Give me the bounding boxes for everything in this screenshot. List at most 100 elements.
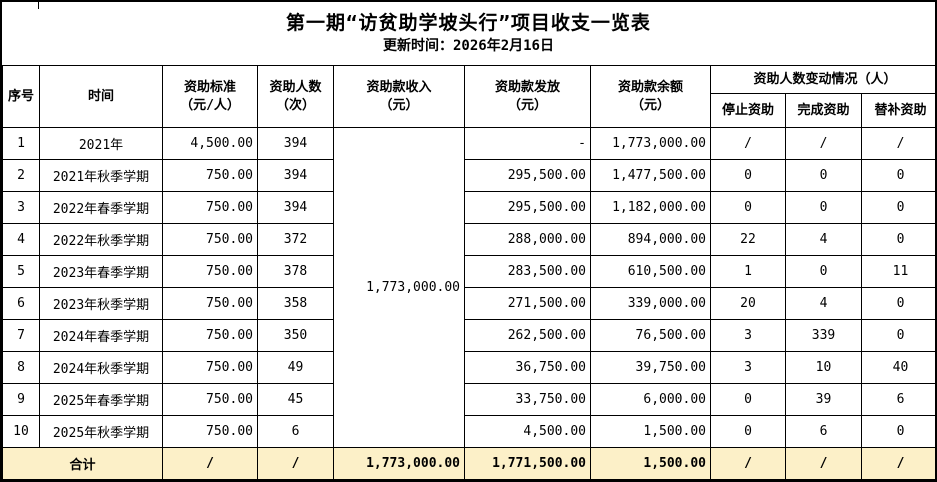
cell-stopped: 20 bbox=[710, 287, 786, 320]
col-header-income: 资助款收入 （元） bbox=[333, 65, 465, 128]
total-balance: 1,500.00 bbox=[590, 447, 711, 480]
cell-paid: 36,750.00 bbox=[464, 351, 591, 384]
table-row: 10 2025年秋季学期 750.00 6 4,500.00 1,500.00 0 6 0 bbox=[2, 415, 935, 448]
cell-replaced: 0 bbox=[861, 415, 935, 448]
cell-balance: 610,500.00 bbox=[590, 255, 711, 288]
cell-stopped: 0 bbox=[710, 383, 786, 416]
cell-balance: 1,773,000.00 bbox=[590, 127, 711, 160]
cell-standard: 750.00 bbox=[162, 159, 258, 192]
cell-time: 2025年春季学期 bbox=[39, 383, 163, 416]
cell-balance: 339,000.00 bbox=[590, 287, 711, 320]
cell-standard: 4,500.00 bbox=[162, 127, 258, 160]
cell-replaced: / bbox=[861, 127, 935, 160]
table-body: 1 2021年 4,500.00 394 1,773,000.00-1,773,000.… bbox=[2, 127, 935, 448]
cell-stopped: / bbox=[710, 127, 786, 160]
cell-count: 6 bbox=[257, 415, 334, 448]
cell-paid: 262,500.00 bbox=[464, 319, 591, 352]
table-row: 6 2023年秋季学期 750.00 358 271,500.00 339,000.00 2… bbox=[2, 287, 935, 320]
table-row: 4 2022年秋季学期 750.00 372 288,000.00 894,000.00 2… bbox=[2, 223, 935, 256]
cell-seq: 3 bbox=[2, 191, 40, 224]
cell-completed: 6 bbox=[785, 415, 862, 448]
table-row: 8 2024年秋季学期 750.00 49 36,750.00 39,750.00 3 10 4… bbox=[2, 351, 935, 384]
cell-stopped: 3 bbox=[710, 351, 786, 384]
table-row: 5 2023年春季学期 750.00 378 283,500.00 610,500.00 1… bbox=[2, 255, 935, 288]
cell-seq: 4 bbox=[2, 223, 40, 256]
cell-balance: 1,500.00 bbox=[590, 415, 711, 448]
cell-time: 2025年秋季学期 bbox=[39, 415, 163, 448]
cell-replaced: 0 bbox=[861, 223, 935, 256]
finance-table: 序号 时间 资助标准 （元/人） 资助人数 （次） 资助款收入 （元） 资助款发… bbox=[2, 65, 935, 480]
col-header-balance: 资助款余额 （元） bbox=[590, 65, 711, 128]
cell-standard: 750.00 bbox=[162, 287, 258, 320]
total-paid: 1,771,500.00 bbox=[464, 447, 591, 480]
table-row: 1 2021年 4,500.00 394 1,773,000.00-1,773,000.… bbox=[2, 127, 935, 448]
table-row: 9 2025年春季学期 750.00 45 33,750.00 6,000.00 0 39 6 bbox=[2, 383, 935, 416]
col-header-replaced: 替补资助 bbox=[861, 93, 935, 128]
cell-seq: 8 bbox=[2, 351, 40, 384]
cell-seq: 1 bbox=[2, 127, 40, 160]
total-label: 合计 bbox=[2, 447, 163, 480]
cell-time: 2024年春季学期 bbox=[39, 319, 163, 352]
cell-income-merged: 1,773,000.00 bbox=[333, 127, 465, 448]
cell-count: 378 bbox=[257, 255, 334, 288]
cell-count: 350 bbox=[257, 319, 334, 352]
cell-completed: 339 bbox=[785, 319, 862, 352]
cell-completed: 4 bbox=[785, 287, 862, 320]
total-income: 1,773,000.00 bbox=[333, 447, 465, 480]
cell-standard: 750.00 bbox=[162, 255, 258, 288]
cell-replaced: 0 bbox=[861, 191, 935, 224]
total-count: / bbox=[257, 447, 334, 480]
cell-standard: 750.00 bbox=[162, 191, 258, 224]
cell-paid: 33,750.00 bbox=[464, 383, 591, 416]
cell-time: 2023年秋季学期 bbox=[39, 287, 163, 320]
cell-stopped: 0 bbox=[710, 415, 786, 448]
cell-completed: 0 bbox=[785, 191, 862, 224]
cell-paid: 271,500.00 bbox=[464, 287, 591, 320]
col-header-change-group: 资助人数变动情况（人） bbox=[710, 65, 935, 94]
page-title: 第一期“访贫助学坡头行”项目收支一览表 bbox=[286, 12, 651, 35]
cell-seq: 9 bbox=[2, 383, 40, 416]
cell-replaced: 0 bbox=[861, 287, 935, 320]
cell-balance: 1,477,500.00 bbox=[590, 159, 711, 192]
cell-count: 394 bbox=[257, 191, 334, 224]
col-header-standard: 资助标准 （元/人） bbox=[162, 65, 258, 128]
col-header-seq: 序号 bbox=[2, 65, 40, 128]
cell-paid: 295,500.00 bbox=[464, 191, 591, 224]
cell-stopped: 22 bbox=[710, 223, 786, 256]
cell-paid: - bbox=[464, 127, 591, 160]
cell-balance: 894,000.00 bbox=[590, 223, 711, 256]
col-header-count: 资助人数 （次） bbox=[257, 65, 334, 128]
total-row: 合计 / / 1,773,000.00 1,771,500.00 1,500.0… bbox=[2, 447, 935, 480]
table-row: 2 2021年秋季学期 750.00 394 295,500.00 1,477,500.0… bbox=[2, 159, 935, 192]
cell-stopped: 1 bbox=[710, 255, 786, 288]
cell-replaced: 0 bbox=[861, 159, 935, 192]
cell-seq: 6 bbox=[2, 287, 40, 320]
cell-replaced: 40 bbox=[861, 351, 935, 384]
cell-seq: 7 bbox=[2, 319, 40, 352]
cell-time: 2021年秋季学期 bbox=[39, 159, 163, 192]
cell-standard: 750.00 bbox=[162, 351, 258, 384]
cell-completed: 10 bbox=[785, 351, 862, 384]
cell-paid: 288,000.00 bbox=[464, 223, 591, 256]
col-header-stopped: 停止资助 bbox=[710, 93, 786, 128]
cell-stopped: 0 bbox=[710, 191, 786, 224]
cell-replaced: 0 bbox=[861, 319, 935, 352]
cell-paid: 283,500.00 bbox=[464, 255, 591, 288]
update-time: 更新时间：2026年2月16日 bbox=[382, 38, 554, 54]
cell-count: 394 bbox=[257, 127, 334, 160]
cell-completed: 39 bbox=[785, 383, 862, 416]
cell-replaced: 11 bbox=[861, 255, 935, 288]
col-header-completed: 完成资助 bbox=[785, 93, 862, 128]
cell-time: 2024年秋季学期 bbox=[39, 351, 163, 384]
cell-stopped: 0 bbox=[710, 159, 786, 192]
col-header-time: 时间 bbox=[39, 65, 163, 128]
cell-time: 2022年秋季学期 bbox=[39, 223, 163, 256]
cell-replaced: 6 bbox=[861, 383, 935, 416]
cell-paid: 295,500.00 bbox=[464, 159, 591, 192]
cell-seq: 5 bbox=[2, 255, 40, 288]
cell-count: 358 bbox=[257, 287, 334, 320]
total-standard: / bbox=[162, 447, 258, 480]
cell-completed: 0 bbox=[785, 255, 862, 288]
total-completed: / bbox=[785, 447, 862, 480]
